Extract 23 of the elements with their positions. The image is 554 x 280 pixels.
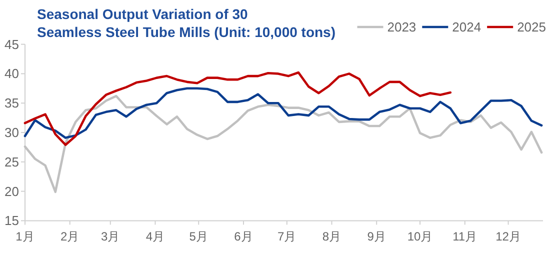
x-tick-label: 2月 xyxy=(60,230,80,244)
y-tick-label: 35 xyxy=(4,96,19,111)
x-tick-label: 3月 xyxy=(101,230,120,244)
y-tick-label: 45 xyxy=(4,36,19,52)
legend-label: 2023 xyxy=(387,20,416,34)
x-tick-label: 9月 xyxy=(367,230,386,244)
x-tick-label: 6月 xyxy=(234,230,253,244)
y-tick-label: 15 xyxy=(4,213,19,228)
legend-label: 2024 xyxy=(452,20,482,34)
y-tick-label: 20 xyxy=(4,184,19,199)
x-tick-label: 11月 xyxy=(452,230,478,244)
y-tick-label: 30 xyxy=(4,125,19,140)
x-tick-label: 10月 xyxy=(407,230,433,244)
x-tick-label: 1月 xyxy=(16,230,34,244)
x-tick-label: 8月 xyxy=(322,230,342,244)
title: Seasonal Output Variation of 30 Seamless Steel Tube Mills (Unit: 10,000 tons) xyxy=(37,6,336,40)
x-tick-label: 4月 xyxy=(146,230,165,244)
legend-label: 2025 xyxy=(517,20,546,34)
x-tick-label: 7月 xyxy=(278,230,296,244)
y-tick-label: 25 xyxy=(4,154,19,170)
y-tick-label: 40 xyxy=(4,66,19,82)
x-tick-label: 5月 xyxy=(189,230,208,244)
x-tick-label: 12月 xyxy=(496,230,521,244)
